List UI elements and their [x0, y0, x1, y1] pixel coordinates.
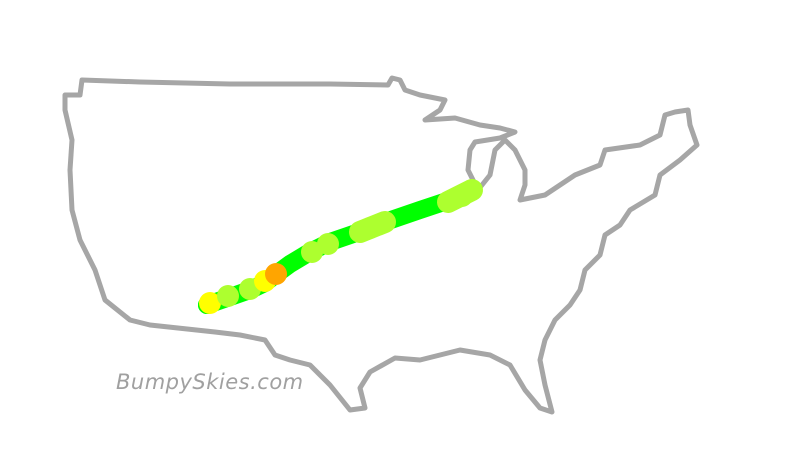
turbulence-marker-heavy — [265, 263, 287, 285]
us-outline — [62, 75, 700, 415]
flight-route — [198, 179, 483, 314]
turbulence-marker-light — [317, 233, 339, 255]
turbulence-marker-light — [217, 285, 239, 307]
turbulence-segment-light — [349, 211, 396, 243]
brand-watermark: BumpySkies.com — [116, 370, 304, 394]
turbulence-marker-moderate — [199, 292, 221, 314]
turbulence-segment-light — [437, 179, 483, 213]
